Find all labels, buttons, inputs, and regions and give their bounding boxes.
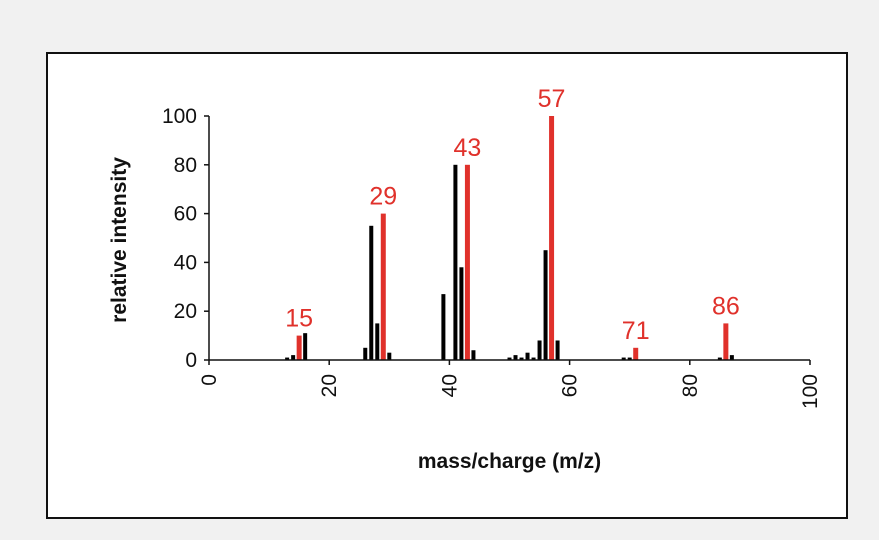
- peak-bar: [471, 350, 476, 360]
- peak-labels-layer: 15 29 43 57 71 86: [285, 85, 740, 345]
- peak-bar: [387, 352, 392, 360]
- peak-bar: [531, 357, 536, 360]
- x-tick-label: 20: [318, 374, 341, 397]
- peak-bar: [285, 357, 290, 360]
- peak-bar: [555, 340, 560, 360]
- y-tick-label: 80: [174, 154, 197, 177]
- highlight-peak-bar: [296, 335, 302, 360]
- peak-bar: [303, 333, 308, 360]
- peak-bar: [519, 357, 524, 360]
- x-axis-title: mass/charge (m/z): [418, 450, 601, 473]
- highlight-peak-bar: [380, 213, 386, 360]
- y-tick-label: 100: [162, 105, 197, 128]
- y-tick-label: 0: [185, 349, 197, 372]
- peak-bar: [369, 225, 374, 360]
- x-tick-label: 100: [799, 374, 822, 409]
- x-tick-label: 40: [438, 374, 461, 397]
- highlight-peak-bar: [633, 347, 639, 360]
- peak-bar: [717, 357, 722, 360]
- y-tick-label: 60: [174, 203, 197, 226]
- peak-label: 86: [712, 292, 740, 320]
- peak-bar: [627, 357, 632, 360]
- peak-bar: [507, 357, 512, 360]
- x-tick-label: 80: [679, 374, 702, 397]
- peak-label: 57: [538, 85, 566, 113]
- peak-label: 43: [454, 134, 482, 162]
- peaks-layer: [285, 116, 734, 360]
- x-tick-label: 60: [559, 374, 582, 397]
- y-axis-title: relative intensity: [108, 157, 131, 323]
- peak-bar: [729, 355, 734, 360]
- chart-frame: [46, 52, 848, 519]
- highlight-peak-bar: [549, 116, 555, 360]
- peak-bar: [441, 294, 446, 360]
- peak-label: 29: [369, 183, 397, 211]
- y-tick-label: 20: [174, 300, 197, 323]
- peak-bar: [525, 352, 530, 360]
- y-tick-label: 40: [174, 251, 197, 274]
- peak-bar: [453, 164, 458, 360]
- peak-bar: [543, 250, 548, 360]
- peak-bar: [513, 355, 518, 360]
- peak-label: 15: [285, 305, 313, 333]
- peak-bar: [537, 340, 542, 360]
- peak-bar: [375, 323, 380, 360]
- x-tick-label: 0: [198, 374, 221, 386]
- ticks-layer: 0 20 40 60 80 100 0 20 40 60 80 100: [162, 105, 822, 409]
- peak-bar: [621, 357, 626, 360]
- peak-bar: [363, 347, 368, 360]
- peak-bar: [459, 267, 464, 360]
- peak-label: 71: [622, 317, 650, 345]
- highlight-peak-bar: [464, 164, 470, 360]
- peak-bar: [291, 355, 296, 360]
- highlight-peak-bar: [723, 323, 729, 360]
